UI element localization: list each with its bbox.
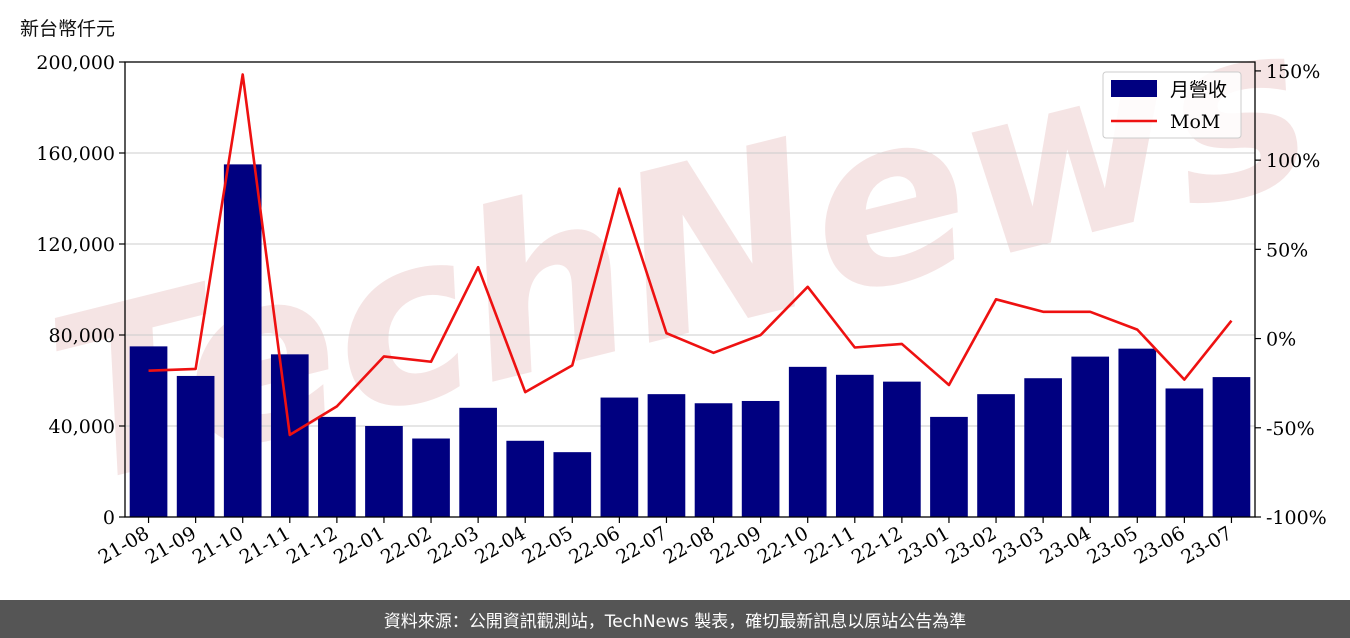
bar-23-04 <box>1071 356 1110 517</box>
x-tick-label: 21-11 <box>236 522 294 568</box>
x-tick-label: 22-12 <box>848 522 906 568</box>
bar-23-02 <box>977 394 1015 517</box>
y2-tick-label: 0% <box>1266 329 1296 351</box>
bar-23-03 <box>1024 378 1062 517</box>
x-tick-label: 23-04 <box>1036 522 1094 568</box>
x-tick-label: 22-01 <box>330 522 388 568</box>
x-tick-label: 22-09 <box>707 522 765 568</box>
y-tick-label: 80,000 <box>49 325 115 347</box>
x-tick-label: 22-08 <box>660 522 718 568</box>
x-tick-label: 22-10 <box>754 522 812 568</box>
x-tick-label: 22-03 <box>424 522 482 568</box>
bar-22-10 <box>788 366 827 517</box>
y-tick-label: 0 <box>103 507 115 529</box>
revenue-chart: TechNews040,00080,000120,000160,000200,0… <box>27 0 1335 569</box>
bar-22-11 <box>835 374 874 517</box>
x-tick-label: 23-05 <box>1083 522 1141 568</box>
y2-tick-label: -100% <box>1266 507 1327 529</box>
source-footer-text: 資料來源：公開資訊觀測站，TechNews 製表，確切最新訊息以原站公告為準 <box>383 611 967 632</box>
bar-23-07 <box>1212 377 1251 517</box>
legend: 月營收 MoM <box>1102 71 1242 139</box>
x-tick-label: 21-12 <box>283 522 341 568</box>
x-tick-label: 22-05 <box>518 522 576 568</box>
x-tick-label: 23-02 <box>942 522 1000 568</box>
y2-tick-label: -50% <box>1266 418 1315 440</box>
y-tick-label: 120,000 <box>36 234 115 256</box>
bar-22-04 <box>506 440 545 517</box>
x-tick-label: 22-06 <box>565 522 623 568</box>
x-tick-label: 21-10 <box>189 522 247 568</box>
y2-tick-label: 50% <box>1266 239 1308 261</box>
bar-21-12 <box>318 416 356 517</box>
chart-container: 新台幣仟元 TechNews 0 40,000 80,000 120,000 160,00… <box>20 0 1335 569</box>
x-tick-label: 21-09 <box>142 522 200 568</box>
y-tick-label: 160,000 <box>36 143 115 165</box>
legend-swatch-revenue <box>1111 80 1157 97</box>
x-tick-label: 22-02 <box>377 522 435 568</box>
bar-22-05 <box>553 452 592 517</box>
bar-23-06 <box>1165 388 1204 517</box>
y-tick-label: 200,000 <box>36 52 115 74</box>
x-tick-label: 23-03 <box>989 522 1047 568</box>
y-axis-unit-label: 新台幣仟元 <box>20 18 116 40</box>
x-tick-label: 23-01 <box>895 522 953 568</box>
bar-23-05 <box>1118 348 1157 517</box>
x-tick-label: 22-07 <box>613 522 671 568</box>
bar-21-08 <box>129 346 168 517</box>
bar-22-09 <box>741 400 780 517</box>
bar-23-01 <box>930 416 968 517</box>
bar-22-06 <box>600 397 639 517</box>
mom-line <box>148 73 1233 437</box>
y2-tick-label: 150% <box>1266 61 1320 83</box>
legend-label-mom: MoM <box>1170 111 1220 133</box>
y2-tick-label: 100% <box>1266 150 1320 172</box>
source-footer: 資料來源：公開資訊觀測站，TechNews 製表，確切最新訊息以原站公告為準 <box>0 600 1350 638</box>
bar-22-03 <box>459 407 497 517</box>
bar-22-08 <box>694 403 733 517</box>
bar-21-10 <box>223 164 262 517</box>
x-tick-label: 23-07 <box>1178 522 1236 568</box>
bar-22-07 <box>647 394 686 517</box>
x-tick-label: 23-06 <box>1130 522 1188 568</box>
x-tick-label: 22-11 <box>801 522 859 568</box>
bar-21-09 <box>176 375 215 517</box>
plot-frame <box>124 61 1256 518</box>
y-tick-label: 40,000 <box>49 416 115 438</box>
bar-22-01 <box>365 426 403 517</box>
legend-label-revenue: 月營收 <box>1170 79 1227 101</box>
bar-22-12 <box>883 381 921 517</box>
bar-22-02 <box>412 438 450 517</box>
x-tick-label: 22-04 <box>471 522 529 568</box>
